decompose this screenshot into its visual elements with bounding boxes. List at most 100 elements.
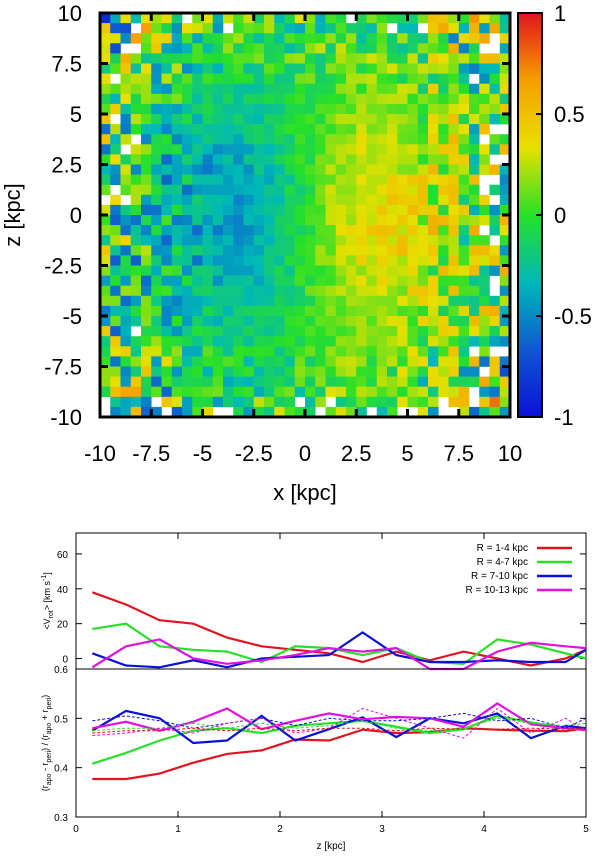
heatmap-cell [469, 215, 480, 226]
heatmap-cell [438, 204, 449, 216]
heatmap-cell [469, 356, 480, 367]
heatmap-cell [161, 194, 173, 206]
heatmap-cell [417, 154, 429, 165]
heatmap-x-tick-label: -5 [193, 441, 213, 466]
heatmap-cell [212, 316, 224, 327]
heatmap-cell [151, 204, 162, 216]
heatmap-cell [438, 73, 449, 84]
heatmap-cell [346, 194, 357, 206]
heatmap-cell [161, 93, 173, 105]
heatmap-cell [233, 53, 244, 64]
heatmap-cell [479, 63, 490, 74]
heatmap-cell [346, 255, 357, 266]
heatmap-cell [458, 204, 470, 216]
heatmap-cell [325, 43, 337, 54]
heatmap-cell [192, 295, 203, 307]
heatmap-cell [305, 245, 316, 256]
heatmap-cell [315, 305, 326, 317]
heatmap-cell [100, 305, 111, 317]
heatmap-cell [397, 326, 408, 337]
heatmap-cell [274, 396, 285, 408]
heatmap-cell [141, 386, 152, 398]
heatmap-cell [428, 396, 439, 408]
heatmap-cell [243, 336, 255, 347]
heatmap-cell [274, 366, 285, 377]
heatmap-cell [171, 336, 183, 347]
heatmap-cell [438, 43, 449, 54]
series-line [91, 631, 587, 669]
heatmap-cell [223, 164, 234, 175]
heatmap-cell [141, 225, 152, 236]
ecc-x-label: z [kpc] [317, 841, 346, 852]
heatmap-cell [192, 235, 203, 246]
heatmap-cell [274, 144, 285, 155]
heatmap-cell [253, 366, 265, 377]
heatmap-cell [305, 265, 316, 276]
heatmap-cell [110, 204, 121, 216]
heatmap-cell [110, 225, 121, 236]
heatmap-cell [223, 396, 234, 408]
heatmap-cell [489, 134, 501, 145]
heatmap-cell [305, 204, 316, 216]
heatmap-cell [458, 326, 470, 337]
heatmap-cell [274, 245, 285, 256]
heatmap-cell [346, 63, 357, 74]
heatmap-cell [387, 194, 398, 206]
heatmap-cell [161, 53, 173, 64]
heatmap-cell [171, 23, 183, 34]
heatmap-cell [294, 103, 306, 115]
heatmap-cell [315, 255, 326, 266]
heatmap-cell [294, 134, 306, 145]
heatmap-cell [387, 83, 398, 95]
heatmap-cell [407, 174, 419, 185]
heatmap-cell [489, 326, 501, 337]
heatmap-cell [182, 265, 193, 276]
heatmap-cell [120, 275, 132, 286]
heatmap-cell [274, 255, 285, 266]
heatmap-cell [366, 235, 378, 246]
heatmap-cell [141, 265, 152, 276]
heatmap-cell [243, 225, 255, 236]
heatmap-cell [151, 346, 162, 357]
heatmap-cell [264, 174, 275, 185]
heatmap-cell [202, 336, 214, 347]
heatmap-cell [100, 83, 111, 95]
heatmap-cell [489, 83, 501, 95]
heatmap-cell [223, 255, 234, 266]
heatmap-cell [479, 83, 490, 95]
heatmap-y-tick-label: -10 [50, 405, 82, 430]
heatmap-cell [499, 164, 511, 175]
heatmap-cell [182, 356, 193, 367]
vrot-y-label-mid: > [km s [42, 581, 52, 611]
ecc-x-tick-label: 4 [481, 824, 487, 835]
heatmap-cell [417, 13, 429, 24]
heatmap-cell [428, 265, 439, 276]
heatmap-cell [233, 376, 244, 387]
heatmap-cell [469, 43, 480, 54]
heatmap-cell [305, 346, 316, 357]
heatmap-cell [182, 53, 193, 64]
heatmap-cell [448, 295, 460, 307]
heatmap-cell [438, 215, 449, 226]
heatmap-cell [417, 386, 429, 398]
heatmap-cell [161, 346, 173, 357]
heatmap-cell [233, 235, 244, 246]
heatmap-cell [192, 174, 203, 185]
heatmap-cell [182, 154, 193, 165]
heatmap-cell [253, 63, 265, 74]
heatmap-cell [110, 43, 121, 54]
heatmap-cell [100, 295, 111, 307]
heatmap-cell [428, 336, 439, 347]
heatmap-cell [151, 215, 162, 226]
heatmap-cell [387, 63, 398, 74]
heatmap-cell [192, 43, 203, 54]
heatmap-cell [182, 305, 193, 317]
heatmap-cell [274, 114, 285, 125]
vrot-y-label-base: <V [42, 618, 52, 629]
heatmap-cell [407, 295, 419, 307]
heatmap-cell [397, 275, 408, 286]
heatmap-cell [305, 63, 316, 74]
heatmap-cell [315, 13, 326, 24]
heatmap-cell [233, 356, 244, 367]
